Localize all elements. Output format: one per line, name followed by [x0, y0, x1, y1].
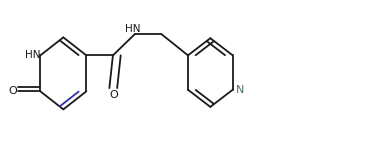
Text: N: N — [236, 85, 244, 95]
Text: HN: HN — [125, 24, 141, 34]
Text: HN: HN — [25, 50, 40, 60]
Text: O: O — [9, 86, 17, 96]
Text: O: O — [109, 90, 118, 100]
